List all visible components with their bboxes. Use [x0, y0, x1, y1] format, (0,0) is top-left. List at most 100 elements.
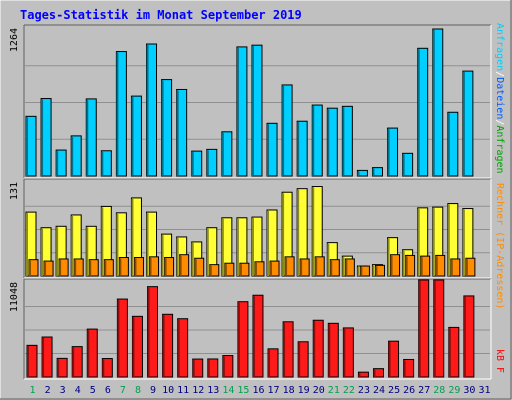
bar-traffic-0-13: [207, 358, 219, 378]
x-tick-label-14: 14: [222, 385, 234, 396]
bar-traffic-0-3: [56, 357, 68, 378]
bar-requests-0-13: [206, 148, 218, 177]
bar-visits-1-8: [133, 257, 144, 277]
x-tick-label-24: 24: [373, 385, 385, 396]
chart-panels: 1264 131 11048: [9, 24, 492, 380]
bar-visits-1-10: [164, 257, 175, 277]
bar-requests-0-17: [266, 122, 278, 177]
bar-visits-1-24: [374, 264, 385, 277]
right-label-part-traffic-0: kB F: [494, 349, 505, 373]
bar-requests-0-20: [311, 104, 323, 177]
x-tick-label-7: 7: [120, 385, 126, 396]
bar-requests-0-23: [356, 169, 368, 177]
bar-traffic-0-22: [342, 327, 354, 378]
bar-traffic-0-8: [131, 315, 143, 378]
x-tick-label-13: 13: [207, 385, 219, 396]
x-tick-label-20: 20: [313, 385, 325, 396]
bar-traffic-0-27: [418, 279, 430, 378]
x-tick-label-5: 5: [90, 385, 96, 396]
bar-visits-1-27: [420, 255, 431, 277]
x-tick-label-26: 26: [403, 385, 415, 396]
bar-traffic-0-29: [448, 326, 460, 378]
x-tick-label-4: 4: [75, 385, 81, 396]
bar-requests-0-18: [281, 84, 293, 177]
bar-visits-1-17: [269, 260, 280, 277]
bar-visits-1-22: [344, 258, 355, 277]
bar-traffic-0-18: [282, 321, 294, 378]
bar-traffic-0-10: [162, 313, 174, 378]
x-tick-label-2: 2: [45, 385, 51, 396]
x-tick-label-28: 28: [433, 385, 445, 396]
bar-visits-1-1: [28, 259, 39, 277]
x-tick-label-30: 30: [463, 385, 475, 396]
x-tick-label-6: 6: [105, 385, 111, 396]
bar-requests-0-15: [236, 46, 248, 177]
bar-requests-0-28: [432, 28, 444, 177]
y-max-label-traffic: 11048: [9, 282, 20, 312]
bar-traffic-0-26: [403, 358, 415, 378]
bar-traffic-0-30: [463, 295, 475, 378]
bar-requests-0-2: [40, 98, 52, 177]
panel-traffic: 11048: [9, 278, 492, 380]
x-axis-tick-labels: 1 2 3 4 5 6 7 8 9 10 11 12 13 14 15 16 17 18 19 20 21 22 23 24 2…: [30, 385, 491, 396]
bar-traffic-0-7: [116, 298, 128, 378]
right-label-part-visits-0: Rechner (IP-Adressen): [494, 183, 505, 309]
bar-requests-0-16: [251, 44, 263, 177]
bar-traffic-0-17: [267, 348, 279, 378]
chart-title: Tages-Statistik im Monat September 2019: [20, 8, 302, 22]
bar-traffic-0-19: [297, 341, 309, 378]
x-tick-label-22: 22: [343, 385, 355, 396]
x-tick-label-16: 16: [252, 385, 264, 396]
bar-visits-1-25: [390, 254, 401, 277]
bar-visits-1-15: [239, 262, 250, 277]
x-tick-label-25: 25: [388, 385, 400, 396]
right-label-part-requests-1: /: [494, 71, 505, 77]
bar-visits-1-16: [254, 261, 265, 277]
bar-requests-0-25: [387, 127, 399, 177]
bar-visits-1-12: [194, 257, 205, 277]
right-label-part-requests-3: /: [494, 119, 505, 125]
bar-visits-1-2: [43, 260, 54, 277]
bar-visits-1-30: [465, 257, 476, 277]
bar-visits-1-6: [103, 259, 114, 277]
x-tick-label-31: 31: [478, 385, 490, 396]
y-max-label-visits: 131: [9, 182, 20, 200]
bar-traffic-0-20: [312, 319, 324, 378]
bar-requests-0-6: [100, 150, 112, 177]
right-label-requests: Anfragen/Dateien/Anfragen: [494, 23, 505, 174]
bar-traffic-0-14: [222, 355, 234, 378]
right-label-part-requests-2: Dateien: [494, 77, 505, 119]
bar-visits-1-19: [299, 258, 310, 277]
x-tick-label-21: 21: [328, 385, 340, 396]
bar-traffic-0-2: [41, 336, 53, 378]
bar-requests-0-11: [176, 88, 188, 177]
bar-requests-0-19: [296, 120, 308, 177]
bar-requests-0-8: [130, 95, 142, 177]
bar-visits-1-20: [314, 256, 325, 277]
x-tick-label-15: 15: [237, 385, 249, 396]
x-tick-label-29: 29: [448, 385, 460, 396]
bar-visits-1-3: [58, 258, 69, 277]
bar-requests-0-1: [25, 115, 37, 177]
bar-requests-0-29: [447, 111, 459, 177]
right-label-visits: Rechner (IP-Adressen): [494, 183, 505, 309]
bar-visits-1-18: [284, 256, 295, 277]
bar-requests-0-9: [146, 43, 158, 177]
right-label-part-requests-0: Anfragen: [494, 23, 505, 71]
bar-traffic-0-23: [357, 371, 369, 378]
bar-visits-1-29: [450, 258, 461, 277]
x-tick-label-3: 3: [60, 385, 66, 396]
bar-traffic-0-5: [86, 328, 98, 378]
bar-visits-1-5: [88, 259, 99, 277]
bar-visits-1-14: [224, 262, 235, 277]
bar-traffic-0-24: [372, 368, 384, 378]
bar-visits-1-21: [329, 259, 340, 277]
bar-traffic-0-1: [26, 344, 38, 378]
panel-visits: 131: [9, 178, 492, 279]
bar-requests-0-26: [402, 152, 414, 177]
x-tick-label-27: 27: [418, 385, 430, 396]
right-legend-labels: Anfragen/Dateien/Anfragen Rechner (IP-Adr…: [494, 23, 505, 373]
bar-traffic-0-28: [433, 279, 445, 378]
x-tick-label-10: 10: [162, 385, 174, 396]
bar-traffic-0-4: [71, 346, 83, 378]
